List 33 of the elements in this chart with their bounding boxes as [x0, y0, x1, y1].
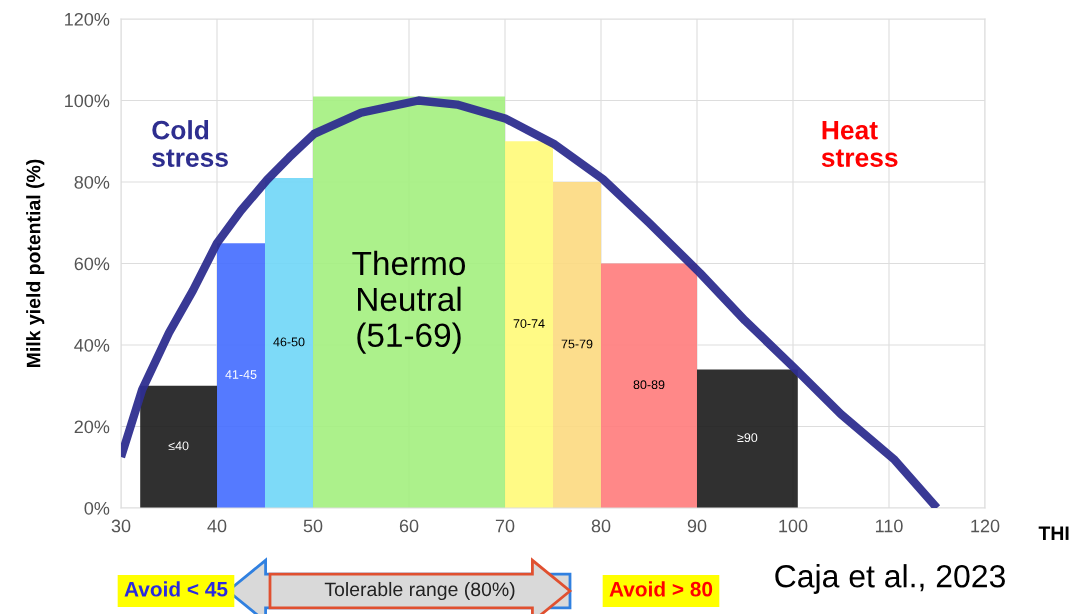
y-tick-label: 120%: [65, 12, 110, 26]
data-label: 70-74: [513, 319, 545, 328]
data-label: 75-79: [561, 339, 593, 349]
y-tick-label: 40%: [74, 338, 110, 352]
y-tick-label: 20%: [74, 420, 110, 434]
x-tick-label: 110: [875, 519, 903, 533]
data-label: Thermo Neutral (51-69): [352, 250, 466, 354]
x-tick-label: 30: [111, 519, 131, 533]
data-label: 46-50: [273, 337, 305, 347]
x-tick-label: 80: [591, 519, 611, 533]
data-label: 80-89: [633, 380, 665, 390]
text: Caja et al., 2023: [775, 564, 1005, 594]
x-tick-label: 70: [495, 519, 515, 533]
y-tick-label: 80%: [74, 175, 110, 189]
data-label: 41-45: [225, 370, 257, 379]
data-label: ≤40: [168, 441, 189, 451]
x-tick-label: 50: [303, 519, 323, 533]
text: Tolerable range (80%): [324, 581, 515, 601]
text: Avoid > 80: [609, 581, 713, 597]
y-tick-label: 100%: [65, 94, 110, 108]
x-tick-label: 120: [971, 519, 1000, 533]
text: Avoid < 45: [124, 581, 228, 597]
y-tick-label: 0%: [84, 501, 110, 515]
data-label: ≥90: [737, 433, 758, 443]
annotation: Heat stress: [821, 121, 898, 167]
x-tick-label: 60: [399, 519, 419, 533]
x-tick-label: 100: [779, 519, 808, 533]
y-axis-title: Milk yield potential (%): [26, 159, 45, 367]
y-tick-label: 60%: [74, 257, 110, 271]
x-tick-label: 40: [207, 519, 227, 533]
x-tick-label: 90: [687, 519, 707, 533]
annotation: Cold stress: [152, 120, 228, 167]
x-axis-title: THI: [1038, 526, 1069, 540]
